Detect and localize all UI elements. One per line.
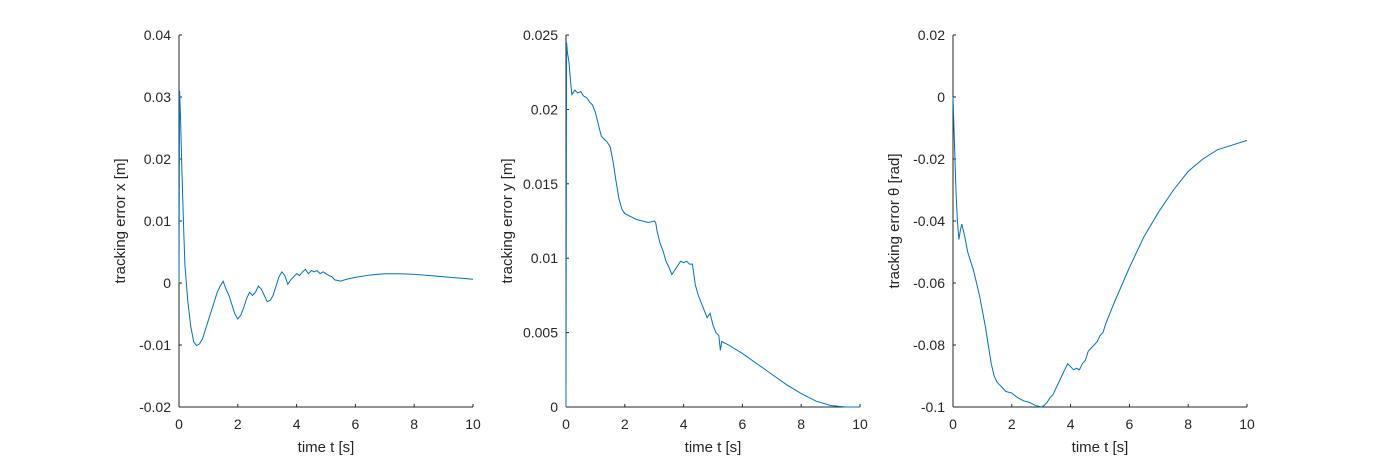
x-tick-label: 4 [293,416,301,432]
y-tick-label: -0.08 [913,337,945,353]
x-axis-label: time t [s] [685,439,742,456]
x-tick-label: 10 [852,416,868,432]
x-tick-label: 2 [1008,416,1016,432]
y-tick-label: -0.02 [139,399,171,415]
x-tick-label: 2 [234,416,242,432]
y-tick-label: 0.025 [523,27,558,43]
y-tick-label: 0.01 [144,213,171,229]
x-tick-label: 6 [1126,416,1134,432]
chart-2: 0 2 4 6 8 10 0 0.005 0.01 0.015 0.02 0.025 time t [s… [499,27,868,456]
series-line-1 [952,96,1248,408]
x-tick-label: 8 [1184,416,1192,432]
y-tick-label: 0.015 [523,176,558,192]
x-tick-label: 0 [562,416,570,432]
x-tick-label: 8 [410,416,418,432]
y-axis-label: tracking error y [m] [499,158,516,283]
y-tick-label: 0 [937,89,945,105]
y-axis-label: tracking error x [m] [112,158,129,283]
x-tick-label: 4 [680,416,688,432]
x-tick-label: 2 [621,416,629,432]
x-tick-label: 4 [1067,416,1075,432]
y-tick-label: 0.02 [531,101,558,117]
y-tick-label: 0.02 [144,151,171,167]
series-line-1 [178,90,474,347]
x-tick-label: 10 [1239,416,1255,432]
x-axis-label: time t [s] [1072,439,1129,456]
y-tick-label: -0.04 [913,213,945,229]
y-tick-label: -0.06 [913,275,945,291]
chart-1: 0 2 4 6 8 10 -0.02 -0.01 0 0.01 0.02 0.03 0.04 time t… [112,27,481,456]
x-tick-label: 0 [175,416,183,432]
y-tick-label: 0.03 [144,89,171,105]
y-tick-label: 0 [163,275,171,291]
y-tick-label: 0.02 [918,27,945,43]
x-tick-label: 8 [797,416,805,432]
y-axis-label: tracking error θ [rad] [886,153,903,288]
y-tick-label: -0.01 [139,337,171,353]
chart-3: 0 2 4 6 8 10 -0.1 -0.08 -0.06 -0.04 -0.02 0 0.02 time… [886,27,1255,456]
y-tick-label: 0 [550,399,558,415]
y-tick-label: -0.02 [913,151,945,167]
x-tick-label: 0 [949,416,957,432]
x-axis-label: time t [s] [298,439,355,456]
x-tick-label: 6 [352,416,360,432]
y-tick-label: -0.1 [921,399,945,415]
x-tick-label: 6 [739,416,747,432]
series-line-1 [565,42,860,408]
y-tick-label: 0.01 [531,250,558,266]
y-tick-label: 0.04 [144,27,171,43]
y-tick-label: 0.005 [523,325,558,341]
x-tick-label: 10 [465,416,481,432]
